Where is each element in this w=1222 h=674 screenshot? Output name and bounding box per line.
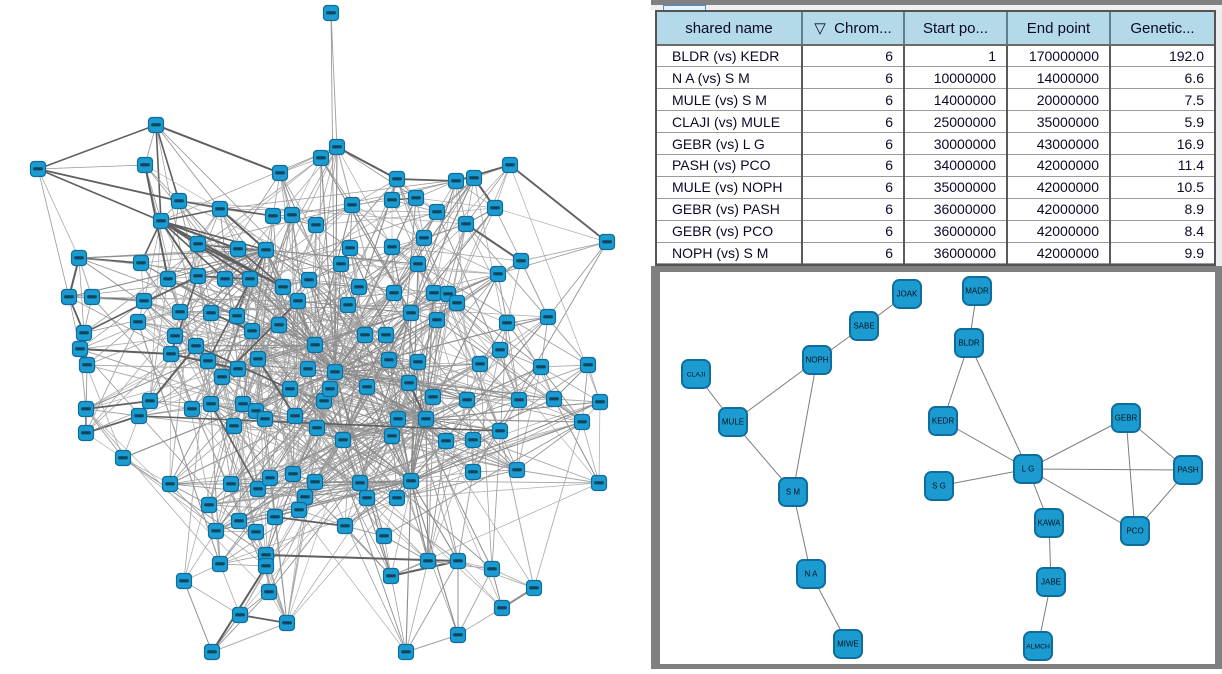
svg-text:JOAK: JOAK [897,289,919,298]
svg-text:PASH: PASH [1177,465,1198,474]
svg-text:MIWE: MIWE [837,639,859,648]
svg-text:PCO: PCO [1126,526,1143,535]
svg-text:N A: N A [805,569,819,578]
svg-text:ALMCH: ALMCH [1026,643,1050,650]
svg-text:SABE: SABE [853,321,874,330]
svg-text:KEDR: KEDR [932,416,954,425]
svg-text:S M: S M [786,487,801,496]
svg-text:NOPH: NOPH [805,355,828,364]
svg-text:MULE: MULE [722,417,744,426]
svg-text:KAWA: KAWA [1038,518,1062,527]
svg-text:CLAJI: CLAJI [687,371,706,378]
svg-text:JABE: JABE [1041,577,1061,586]
svg-text:L G: L G [1022,464,1035,473]
svg-text:BLDR: BLDR [958,338,980,347]
svg-text:S G: S G [932,481,946,490]
svg-text:GEBR: GEBR [1115,413,1138,422]
svg-text:MADR: MADR [965,286,989,295]
